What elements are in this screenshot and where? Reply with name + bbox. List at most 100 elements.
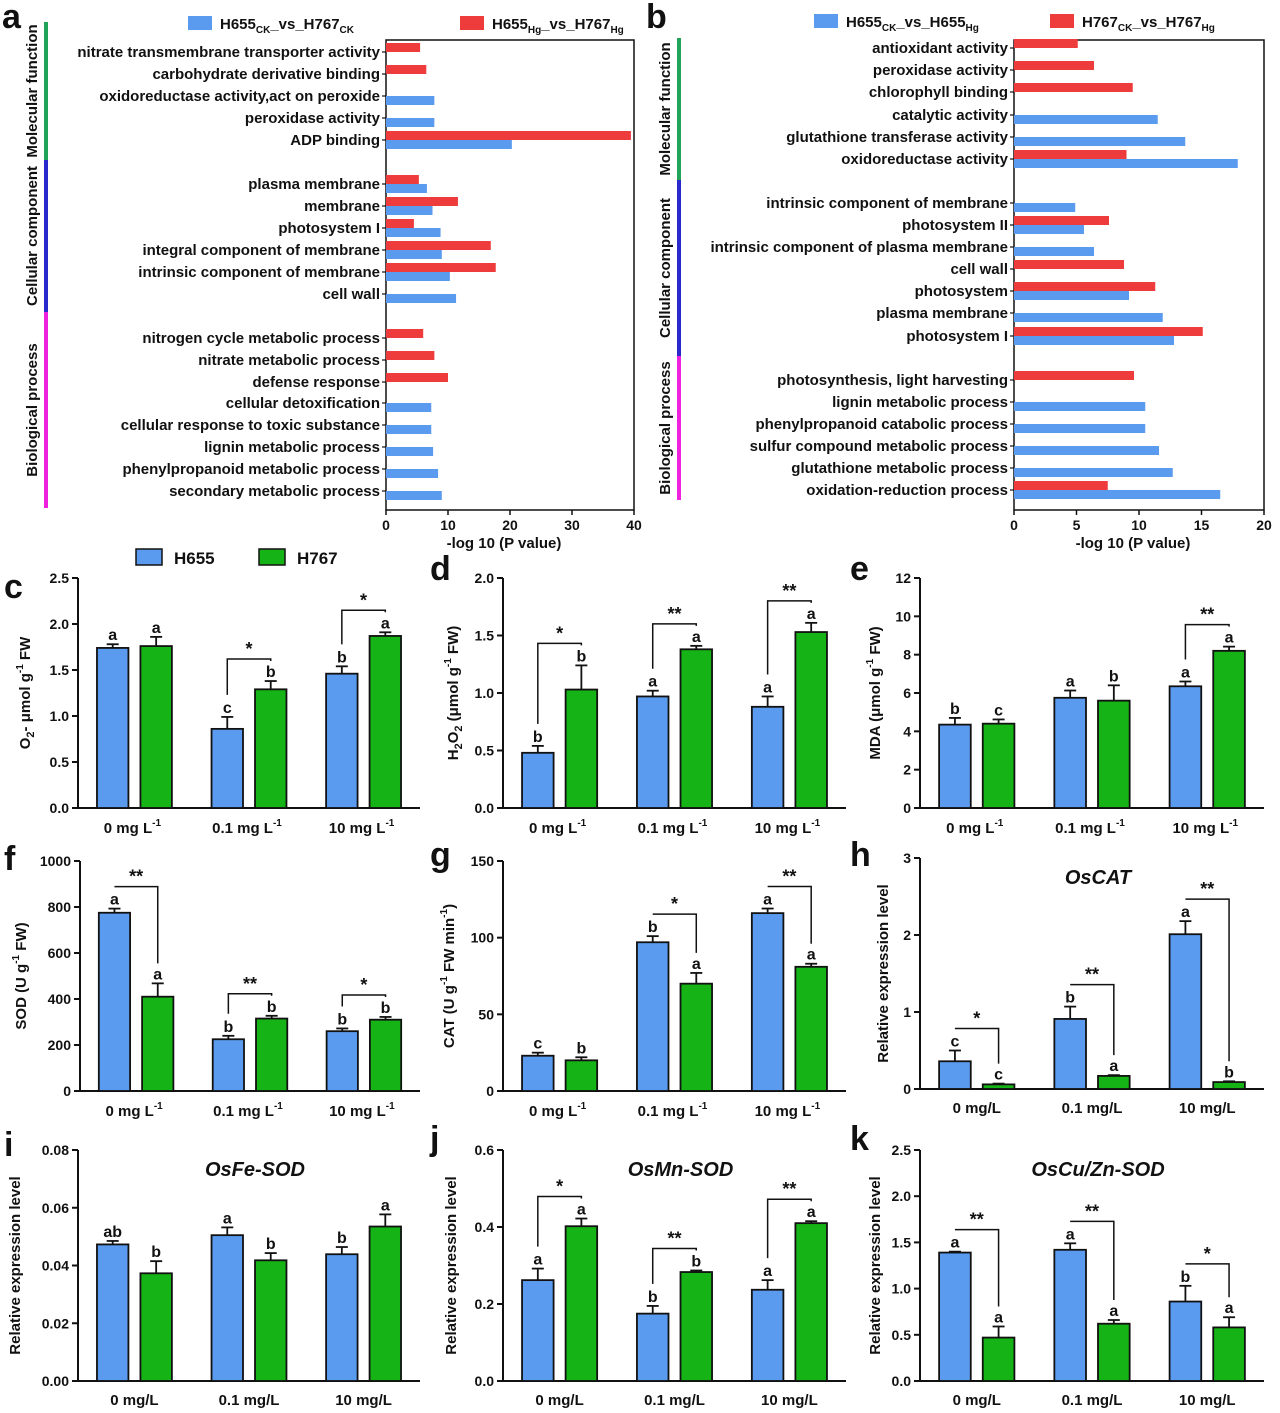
- significance-letter: b: [1065, 990, 1075, 1007]
- bar: [96, 1243, 130, 1382]
- legend-label: H767: [297, 549, 338, 568]
- y-tick-label: 0.0: [892, 1373, 912, 1389]
- bar-blue: [386, 447, 434, 456]
- group-label: Biological process: [657, 361, 674, 494]
- bar: [521, 1279, 555, 1382]
- term-label: nitrogen cycle metabolic process: [142, 330, 380, 347]
- significance-letter: a: [110, 892, 119, 909]
- bar: [1168, 685, 1203, 809]
- panel-letter: a: [2, 0, 22, 36]
- bar-red: [386, 219, 414, 228]
- significance-letter: a: [950, 1235, 959, 1252]
- bar-blue: [386, 272, 450, 281]
- group-label: Molecular function: [657, 42, 674, 175]
- significance-bracket: [766, 600, 812, 675]
- y-tick-label: 400: [48, 991, 72, 1007]
- panel-letter: g: [430, 836, 451, 874]
- significance-bracket: [1184, 623, 1230, 660]
- bar: [368, 635, 402, 809]
- bar-red: [386, 131, 631, 140]
- legend-label: H655CK_vs_H767CK: [220, 16, 355, 36]
- category-label: 0.1 mg/L: [1062, 1392, 1123, 1409]
- significance-letter: b: [1109, 668, 1119, 685]
- bar: [141, 995, 175, 1092]
- y-tick-label: 0.0: [475, 800, 495, 816]
- x-axis-label: -log 10 (P value): [447, 535, 562, 552]
- bar-red: [386, 351, 435, 360]
- bar-blue: [1014, 115, 1158, 124]
- y-tick-label: 1.0: [475, 685, 495, 701]
- bar-blue: [1014, 424, 1146, 433]
- legend-label: H655: [174, 549, 215, 568]
- bar-blue: [1014, 313, 1163, 322]
- significance-letter: a: [1181, 665, 1190, 682]
- y-axis-label: MDA (μmol g-1 FW): [865, 626, 884, 759]
- bar: [679, 982, 713, 1092]
- significance-bracket: [537, 642, 583, 724]
- panel-letter: i: [4, 1126, 13, 1164]
- significance-bracket: [1185, 1263, 1230, 1298]
- term-label: secondary metabolic process: [169, 483, 380, 500]
- y-tick-label: 1.0: [50, 708, 70, 724]
- legend-label: H655Hg_vs_H767Hg: [492, 16, 624, 36]
- category-label: 0 mg L-1: [104, 818, 162, 837]
- significance-stars: *: [245, 639, 252, 659]
- category-label: 0.1 mg L-1: [638, 1101, 708, 1120]
- significance-letter: a: [152, 620, 161, 637]
- bar: [210, 1234, 244, 1382]
- term-label: cell wall: [950, 261, 1008, 278]
- significance-bracket: [227, 993, 273, 1014]
- y-tick-label: 2.0: [892, 1188, 912, 1204]
- bar-red: [1014, 282, 1156, 291]
- chart-k: k 0.0 0.5 1.0 1.5 2.0 2.5 Relative expression l…: [850, 1120, 1264, 1409]
- significance-letter: b: [151, 1244, 161, 1261]
- legend-swatch: [460, 16, 484, 30]
- significance-letter: b: [950, 701, 960, 718]
- category-label: 0 mg/L: [110, 1392, 158, 1409]
- bar-blue: [386, 250, 442, 259]
- chart-title: OsMn-SOD: [628, 1159, 734, 1181]
- significance-letter: a: [763, 892, 772, 909]
- significance-letter: a: [1066, 1226, 1075, 1243]
- x-tick-label: 15: [1194, 517, 1210, 533]
- term-label: intrinsic component of plasma membrane: [710, 239, 1008, 256]
- bar-blue: [1014, 468, 1173, 477]
- y-tick-label: 6: [903, 685, 911, 701]
- significance-letter: b: [576, 1040, 586, 1057]
- significance-letter: a: [994, 1309, 1003, 1326]
- bar: [938, 723, 972, 809]
- y-axis-label: Relative expression level: [7, 1176, 24, 1354]
- significance-bracket: [1185, 898, 1230, 1062]
- significance-stars: *: [556, 623, 563, 643]
- category-label: 0 mg L-1: [946, 818, 1004, 837]
- bar: [750, 912, 785, 1092]
- category-label: 0 mg/L: [953, 1100, 1001, 1117]
- y-tick-label: 1.0: [892, 1281, 912, 1297]
- term-label: lignin metabolic process: [832, 394, 1008, 411]
- category-label: 0.1 mg L-1: [638, 818, 708, 837]
- y-tick-label: 4: [903, 723, 911, 739]
- panel-letter: c: [4, 568, 23, 606]
- term-label: glutathione transferase activity: [786, 129, 1008, 146]
- term-label: photosystem I: [906, 328, 1008, 345]
- category-label: 10 mg L-1: [329, 1101, 395, 1120]
- bar-blue: [386, 206, 433, 215]
- bar-red: [1014, 371, 1134, 380]
- term-label: nitrate transmembrane transporter activi…: [77, 44, 380, 61]
- y-tick-label: 2.0: [475, 570, 495, 586]
- y-tick-label: 8: [903, 647, 911, 663]
- category-label: 0 mg L-1: [105, 1101, 163, 1120]
- term-label: cell wall: [322, 286, 380, 303]
- bar: [1053, 696, 1087, 809]
- y-tick-label: 0.02: [42, 1315, 69, 1331]
- y-tick-label: 50: [478, 1006, 494, 1022]
- y-tick-label: 1.5: [892, 1234, 912, 1250]
- category-label: 10 mg/L: [761, 1392, 818, 1409]
- category-label: 0.1 mg L-1: [1055, 818, 1125, 837]
- significance-letter: ab: [103, 1224, 122, 1241]
- bar: [750, 1288, 785, 1382]
- bar: [368, 1018, 403, 1092]
- bar-blue: [1014, 402, 1146, 411]
- bar-blue: [1014, 446, 1159, 455]
- legend-swatch: [135, 548, 163, 566]
